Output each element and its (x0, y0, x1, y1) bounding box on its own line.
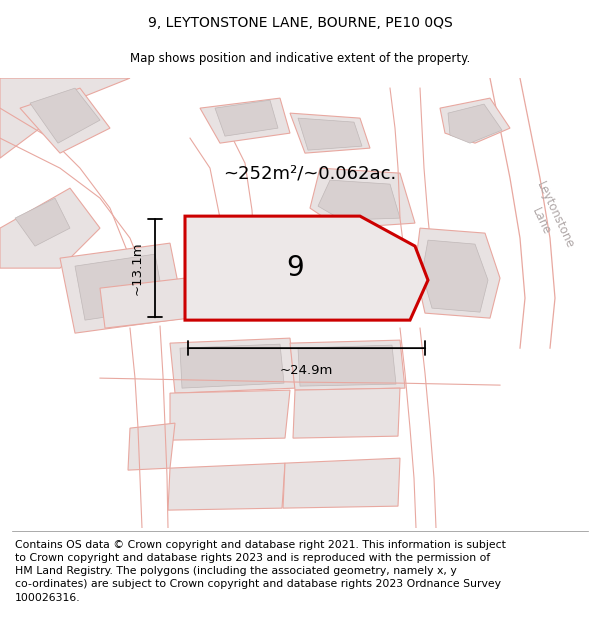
Text: ~24.9m: ~24.9m (280, 364, 333, 377)
Polygon shape (100, 278, 190, 328)
Polygon shape (180, 344, 284, 388)
Polygon shape (60, 243, 185, 333)
Text: 9, LEYTONSTONE LANE, BOURNE, PE10 0QS: 9, LEYTONSTONE LANE, BOURNE, PE10 0QS (148, 16, 452, 31)
Polygon shape (30, 88, 100, 143)
Text: Leytonstone
Lane: Leytonstone Lane (520, 179, 577, 257)
Polygon shape (20, 88, 110, 153)
Polygon shape (75, 254, 165, 320)
Polygon shape (185, 216, 428, 320)
Polygon shape (415, 228, 500, 318)
Polygon shape (0, 188, 100, 268)
Polygon shape (293, 388, 400, 438)
Polygon shape (170, 338, 295, 393)
Polygon shape (298, 345, 396, 386)
Polygon shape (422, 240, 488, 312)
Polygon shape (310, 168, 415, 228)
Text: 9: 9 (286, 254, 304, 282)
Polygon shape (448, 104, 502, 143)
Text: Contains OS data © Crown copyright and database right 2021. This information is : Contains OS data © Crown copyright and d… (15, 540, 506, 602)
Polygon shape (290, 113, 370, 153)
Polygon shape (440, 98, 510, 143)
Text: Map shows position and indicative extent of the property.: Map shows position and indicative extent… (130, 52, 470, 65)
Polygon shape (290, 340, 405, 390)
Polygon shape (318, 180, 400, 220)
Polygon shape (168, 463, 285, 510)
Polygon shape (170, 390, 290, 440)
Polygon shape (215, 100, 278, 136)
Polygon shape (0, 78, 130, 158)
Polygon shape (298, 118, 362, 150)
Polygon shape (200, 98, 290, 143)
Text: ~13.1m: ~13.1m (131, 241, 143, 295)
Text: ~252m²/~0.062ac.: ~252m²/~0.062ac. (223, 164, 397, 182)
Polygon shape (283, 458, 400, 508)
Polygon shape (128, 423, 175, 470)
Polygon shape (220, 233, 375, 303)
Polygon shape (15, 198, 70, 246)
